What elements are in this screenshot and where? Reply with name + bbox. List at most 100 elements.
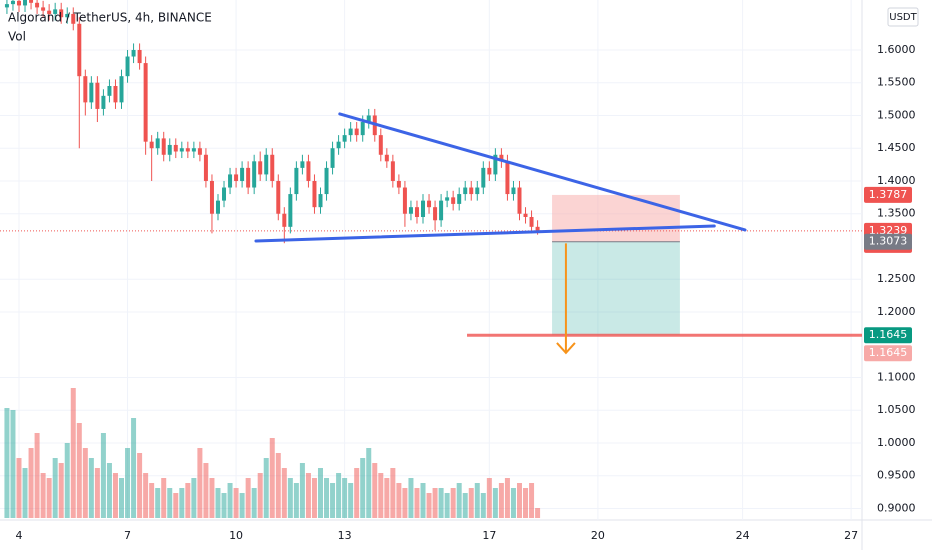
volume-bar — [275, 453, 281, 518]
volume-bar — [185, 483, 191, 518]
candle-body — [433, 207, 438, 221]
volume-bar — [215, 488, 221, 518]
volume-bar — [88, 458, 94, 518]
candle-body — [439, 200, 444, 221]
last-price-tag: 1.3239 — [869, 224, 908, 237]
volume-bar — [378, 473, 384, 518]
y-tick-label: 1.1000 — [877, 370, 916, 383]
volume-bar — [462, 493, 468, 518]
volume-bar — [510, 488, 516, 518]
candle-body — [23, 0, 28, 6]
stop-price-tag: 1.3787 — [869, 188, 908, 201]
candle-body — [276, 180, 281, 214]
volume-bar — [354, 468, 360, 518]
candle-body — [427, 200, 432, 208]
candle-body — [535, 226, 540, 231]
candle-body — [336, 141, 341, 149]
candle-body — [161, 138, 166, 155]
candle-body — [173, 144, 178, 152]
volume-bar — [299, 463, 305, 518]
volume-bar — [293, 483, 299, 518]
candle-body — [185, 148, 190, 152]
volume-bar — [330, 483, 336, 518]
volume-bar — [480, 493, 486, 518]
candle-body — [487, 167, 492, 175]
candle-body — [222, 187, 227, 201]
candle-body — [29, 0, 34, 3]
y-tick-label: 1.6000 — [877, 43, 916, 56]
volume-bar — [22, 468, 28, 518]
candle-body — [131, 49, 136, 57]
volume-bar — [197, 448, 203, 518]
candle-body — [457, 194, 462, 204]
volume-bar — [498, 483, 504, 518]
target-price-tag-box — [864, 327, 912, 344]
candle-body — [191, 148, 196, 152]
candle-body — [414, 207, 419, 217]
candle-body — [366, 115, 371, 123]
volume-bar — [450, 488, 456, 518]
volume-bar — [336, 473, 342, 518]
candle-body — [107, 86, 112, 96]
volume-bar — [516, 483, 522, 518]
candle-body — [119, 76, 124, 103]
candle-body — [445, 197, 450, 201]
candle-body — [402, 187, 407, 214]
y-tick-label: 0.9500 — [877, 469, 916, 482]
volume-bar — [76, 423, 82, 518]
volume-bar — [149, 483, 155, 518]
candle-body — [451, 197, 456, 204]
volume-bar — [221, 493, 227, 518]
currency-box[interactable] — [887, 7, 919, 27]
volume-bar — [4, 408, 10, 518]
volume-bar — [233, 488, 239, 518]
entry-price-tag-box — [864, 233, 912, 250]
volume-bar — [486, 478, 492, 518]
candle-body — [125, 56, 130, 77]
candle-body — [101, 95, 106, 109]
x-tick-label: 10 — [229, 529, 243, 542]
candle-body — [143, 63, 148, 142]
x-tick-label: 4 — [15, 529, 22, 542]
volume-bar — [203, 463, 209, 518]
hline-price-tag-box — [864, 345, 912, 362]
x-tick-label: 13 — [338, 529, 352, 542]
candle-body — [179, 148, 184, 152]
volume-bar — [179, 488, 185, 518]
candle-body — [89, 82, 94, 103]
y-tick-label: 1.2000 — [877, 305, 916, 318]
target-zone — [552, 241, 680, 336]
volume-bar — [143, 473, 149, 518]
candle-body — [408, 207, 413, 214]
candle-body — [330, 148, 335, 168]
candle-body — [360, 122, 365, 136]
currency-label[interactable]: USDT — [889, 12, 917, 23]
volume-bar — [64, 443, 70, 518]
candle-body — [215, 200, 220, 214]
candle-body — [10, 0, 15, 5]
y-tick-label: 0.9000 — [877, 501, 916, 514]
volume-bar — [348, 483, 354, 518]
candle-body — [282, 213, 287, 227]
volume-bar — [360, 458, 366, 518]
volume-bar — [468, 488, 474, 518]
volume-bar — [504, 478, 510, 518]
candle-body — [197, 148, 202, 155]
volume-bar — [529, 483, 535, 518]
volume-bar — [269, 438, 275, 518]
candle-body — [35, 2, 40, 8]
x-tick-label: 27 — [844, 529, 858, 542]
volume-bar — [474, 483, 480, 518]
trendline — [254, 224, 716, 243]
entry-price-tag: 1.3073 — [869, 235, 908, 248]
candle-body — [137, 49, 142, 64]
candle-body — [53, 9, 58, 14]
volume-bar — [396, 483, 402, 518]
candle-body — [312, 180, 317, 208]
volume-bar — [209, 478, 215, 518]
candle-body — [83, 76, 88, 103]
x-tick-label: 17 — [482, 529, 496, 542]
volume-bar — [58, 463, 64, 518]
candle-body — [288, 194, 293, 227]
candle-body — [167, 144, 172, 155]
